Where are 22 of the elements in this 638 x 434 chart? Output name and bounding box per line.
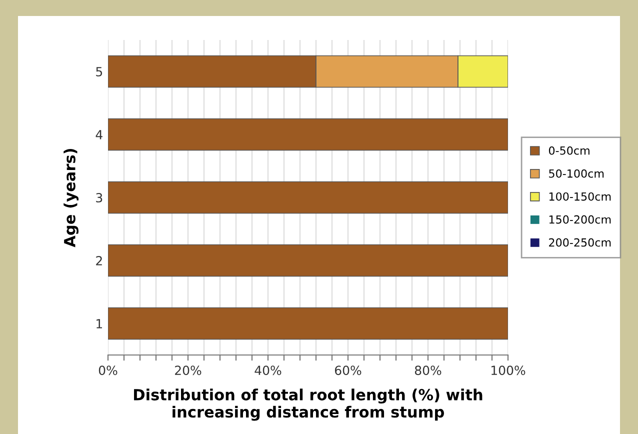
legend-label: 50-100cm bbox=[549, 169, 604, 178]
legend-label: 150-200cm bbox=[549, 215, 611, 224]
y-tick-label: 2 bbox=[96, 256, 102, 266]
y-tick-label: 3 bbox=[96, 192, 102, 202]
x-tick-label: 20% bbox=[175, 366, 202, 376]
bar bbox=[108, 244, 508, 277]
bar bbox=[108, 181, 508, 214]
y-tick-label: 4 bbox=[96, 130, 102, 140]
x-tick-label: 40% bbox=[254, 366, 282, 376]
x-tick-label: 80% bbox=[414, 366, 442, 376]
x-tick-label: 0% bbox=[98, 366, 118, 376]
bar bbox=[108, 118, 508, 151]
x-tick-label: 100% bbox=[492, 366, 526, 376]
y-axis-title: Age (years) bbox=[64, 148, 79, 248]
y-tick-label: 5 bbox=[96, 67, 102, 76]
legend-label: 100-150cm bbox=[549, 192, 611, 201]
legend-label: 0-50cm bbox=[548, 146, 590, 155]
x-axis-title: Distribution of total root length (%) with increasing distance from stump bbox=[134, 388, 482, 421]
legend-label: 200-250cm bbox=[549, 238, 611, 247]
bar bbox=[108, 307, 508, 340]
y-tick-label: 1 bbox=[96, 319, 102, 328]
x-tick-label: 60% bbox=[334, 366, 362, 376]
